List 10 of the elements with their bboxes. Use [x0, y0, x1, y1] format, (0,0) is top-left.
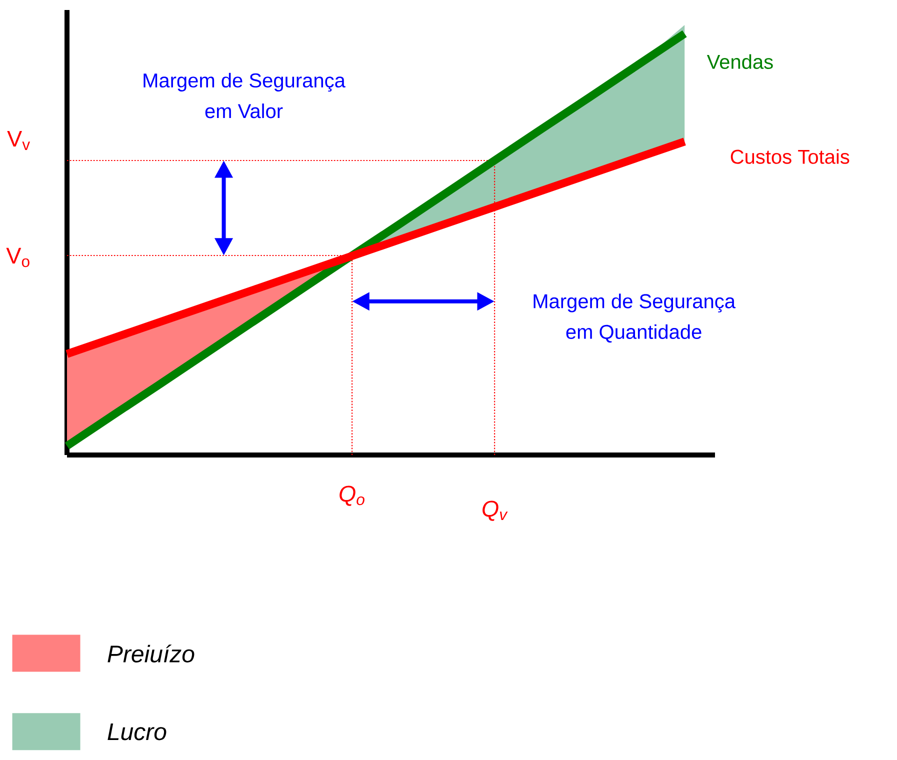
- x-tick-label: Q$_{o}$: [340, 486, 364, 506]
- text: Custos Totais: [730, 149, 850, 164]
- annotation: Margem de Segurança em Quantidade: [534, 294, 736, 343]
- ref-line-label: V$_{v}$: [7, 130, 30, 150]
- annotation: Margem de Segurança em Valor: [144, 72, 346, 118]
- legend-label: Preiuízo: [108, 644, 194, 662]
- ref-line-label: V$_{o}$: [6, 248, 30, 268]
- series-label: Vendas: [706, 54, 773, 69]
- legend-label: Lucro: [108, 723, 166, 740]
- x-tick-label: Q$_{v}$: [482, 500, 508, 521]
